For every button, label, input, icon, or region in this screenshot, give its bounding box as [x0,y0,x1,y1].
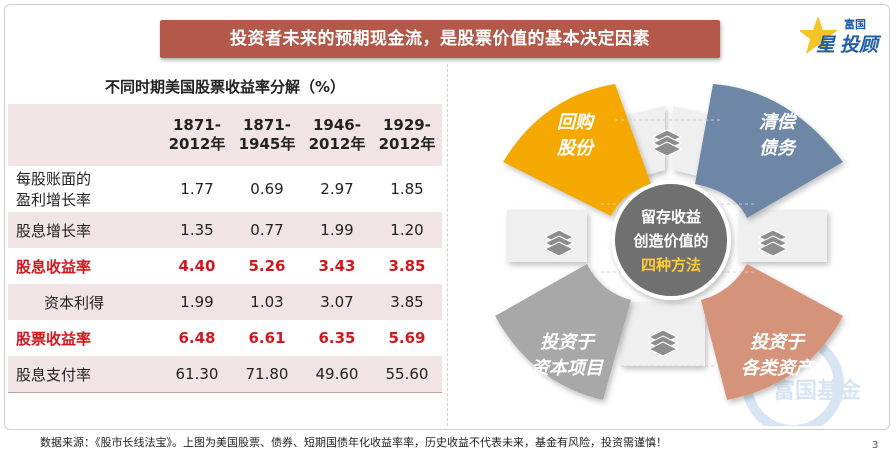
row-label: 资本利得 [8,284,162,320]
vertical-divider [447,64,448,426]
segment-label-capital-projects: 资本项目 [531,358,605,379]
logo: 富国 星 投顾 [800,14,894,60]
table-cell: 1.99 [302,212,372,248]
title-banner: 投资者未来的预期现金流，是股票价值的基本决定因素 [160,20,720,58]
segment-label-buyback: 回购 [557,112,596,133]
logo-brand-star: 星 [816,34,836,56]
table-cell: 1.85 [372,166,442,212]
table-cell: 0.77 [232,212,302,248]
table-header-cell: 1871- 2012年 [162,104,232,166]
page-number: 3 [872,440,879,451]
table-cell: 1.35 [162,212,232,248]
layers-icon [647,329,679,357]
table-header-cell: 1871- 1945年 [232,104,302,166]
segment-label-repay-debt: 债务 [759,138,798,159]
table-row-highlight: 股票收益率 6.48 6.61 6.35 5.69 [8,320,442,356]
table-header-cell: 1946- 2012年 [302,104,372,166]
layers-icon [543,229,575,257]
returns-table: 1871- 2012年 1871- 1945年 1946- 2012年 1929- 20… [8,104,442,393]
segment-buyback [503,84,651,216]
logo-brand-top: 富国 [844,18,866,31]
table-row: 股息增长率 1.35 0.77 1.99 1.20 [8,212,442,248]
row-label: 股息增长率 [8,212,162,248]
center-circle [611,180,731,300]
center-text-line3: 四种方法 [641,256,701,274]
table-header-row: 1871- 2012年 1871- 1945年 1946- 2012年 1929- 20… [8,104,442,166]
row-label: 股息支付率 [8,356,162,393]
table-cell: 5.26 [232,248,302,284]
table-cell: 61.30 [162,356,232,393]
table-cell: 6.61 [232,320,302,356]
logo-brand-main: 投顾 [840,34,879,56]
table-header-cell: 1929- 2012年 [372,104,442,166]
table-row-highlight: 股息收益率 4.40 5.26 3.43 3.85 [8,248,442,284]
layers-icon [651,129,683,157]
table-cell: 3.85 [372,248,442,284]
table-cell: 1.99 [162,284,232,320]
watermark-text: 富国基金 [773,378,862,404]
table-cell: 6.48 [162,320,232,356]
star-logo-icon [800,16,838,54]
segment-assets [701,264,843,400]
table-cell: 55.60 [372,356,442,393]
segment-label-assets: 投资于 [750,332,806,353]
table-cell: 3.07 [302,284,372,320]
table-title: 不同时期美国股票收益率分解（%） [104,78,346,96]
row-label: 股息收益率 [8,248,162,284]
methods-diagram: 富国基金 [495,84,862,426]
table-cell: 6.35 [302,320,372,356]
table-cell: 0.69 [232,166,302,212]
table-cell: 5.69 [372,320,442,356]
segment-label-assets: 各类资产 [741,358,815,379]
layers-icon [757,229,789,257]
segment-label-capital-projects: 投资于 [540,332,596,353]
table-cell: 3.85 [372,284,442,320]
segment-label-repay-debt: 清偿 [759,112,798,133]
row-label: 每股账面的 盈利增长率 [8,166,162,212]
center-text-line1: 留存收益 [641,208,701,226]
table-cell: 1.20 [372,212,442,248]
table-row: 资本利得 1.99 1.03 3.07 3.85 [8,284,442,320]
table-cell: 3.43 [302,248,372,284]
table-corner-cell [8,104,162,166]
table-row: 每股账面的 盈利增长率 1.77 0.69 2.97 1.85 [8,166,442,212]
table-cell: 1.03 [232,284,302,320]
table-cell: 2.97 [302,166,372,212]
table-cell: 71.80 [232,356,302,393]
segment-capital-projects [495,264,631,400]
table-cell: 4.40 [162,248,232,284]
segment-repay-debt [695,84,843,218]
slide-frame [4,4,890,430]
table-cell: 1.77 [162,166,232,212]
center-text-line2: 创造价值的 [632,232,708,250]
table-row: 股息支付率 61.30 71.80 49.60 55.60 [8,356,442,393]
table-cell: 49.60 [302,356,372,393]
segment-label-buyback: 股份 [556,138,596,159]
row-label: 股票收益率 [8,320,162,356]
source-note: 数据来源：《股市长线法宝》。上图为美国股票、债券、短期国债年化收益率率，历史收益… [40,436,667,449]
